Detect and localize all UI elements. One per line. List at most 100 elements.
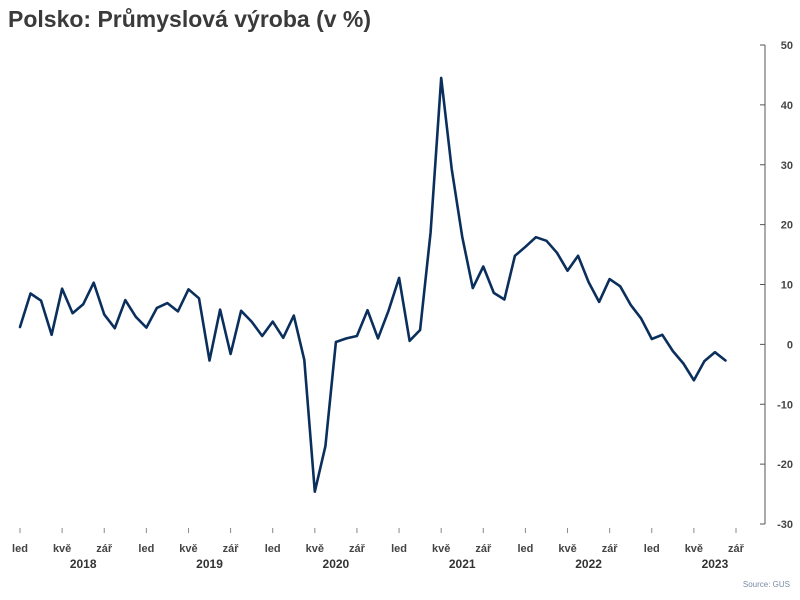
data-point [577, 255, 579, 257]
data-point [703, 360, 705, 362]
data-point [640, 317, 642, 319]
y-tick-label: -10 [777, 399, 793, 411]
data-point [324, 445, 326, 447]
data-point [124, 299, 126, 301]
x-tick-label: kvě [53, 543, 71, 555]
year-label: 2022 [575, 557, 602, 571]
year-label: 2018 [70, 557, 97, 571]
data-point [29, 292, 31, 294]
data-point [714, 351, 716, 353]
data-point [156, 307, 158, 309]
data-point [535, 236, 537, 238]
data-point [293, 314, 295, 316]
data-point [377, 337, 379, 339]
x-tick-label: led [12, 543, 28, 555]
data-point [545, 240, 547, 242]
data-point [461, 235, 463, 237]
y-tick-label: 50 [781, 40, 793, 52]
data-point [282, 337, 284, 339]
x-tick-label: kvě [432, 543, 450, 555]
data-point [240, 310, 242, 312]
data-point [314, 491, 316, 493]
data-point [419, 329, 421, 331]
year-label: 2021 [449, 557, 476, 571]
x-tick-label: led [517, 543, 533, 555]
data-point [398, 277, 400, 279]
data-point [598, 301, 600, 303]
data-point [630, 304, 632, 306]
chart-title: Polsko: Průmyslová výroba (v %) [8, 6, 372, 32]
plot-area [18, 76, 727, 493]
y-tick-label: 0 [787, 339, 793, 351]
data-point [619, 285, 621, 287]
data-point [166, 302, 168, 304]
data-point [472, 287, 474, 289]
data-point [198, 297, 200, 299]
y-tick-label: -30 [777, 519, 793, 531]
data-point [651, 338, 653, 340]
data-point [387, 310, 389, 312]
x-tick-label: zář [728, 543, 745, 555]
data-point [451, 168, 453, 170]
data-point [61, 288, 63, 290]
y-tick-label: -20 [777, 459, 793, 471]
x-tick-label: zář [223, 543, 240, 555]
axes: -30 -20 -10 0 10 20 30 40 50 led kvě zář led kvě zář le… [12, 40, 793, 571]
year-label: 2020 [323, 557, 350, 571]
data-point [303, 359, 305, 361]
data-point [50, 334, 52, 336]
y-tick-label: 30 [781, 160, 793, 172]
data-point [366, 309, 368, 311]
data-point [177, 310, 179, 312]
data-point [345, 337, 347, 339]
data-point [82, 303, 84, 305]
data-point [524, 246, 526, 248]
data-point [135, 316, 137, 318]
data-point [145, 326, 147, 328]
x-tick-label: kvě [179, 543, 197, 555]
data-point [693, 379, 695, 381]
data-point [608, 278, 610, 280]
year-label: 2019 [196, 557, 223, 571]
data-point [250, 320, 252, 322]
data-point [556, 252, 558, 254]
y-tick-label: 10 [781, 280, 793, 292]
x-tick-label: led [391, 543, 407, 555]
data-point [440, 77, 442, 79]
series-line [18, 76, 727, 493]
data-point [187, 288, 189, 290]
data-point [71, 312, 73, 314]
data-point [408, 340, 410, 342]
data-point [208, 359, 210, 361]
data-point [682, 362, 684, 364]
data-point [503, 298, 505, 300]
x-tick-label: led [138, 543, 154, 555]
data-point [482, 265, 484, 267]
data-point [587, 281, 589, 283]
data-point [672, 350, 674, 352]
x-tick-label: zář [349, 543, 366, 555]
data-point [114, 327, 116, 329]
data-point [40, 300, 42, 302]
data-point [19, 326, 21, 328]
data-point [93, 282, 95, 284]
data-point [429, 231, 431, 233]
data-point [261, 335, 263, 337]
data-point [219, 308, 221, 310]
data-point [356, 335, 358, 337]
data-point [493, 292, 495, 294]
x-tick-label: zář [96, 543, 113, 555]
data-point [661, 334, 663, 336]
data-point [335, 341, 337, 343]
year-label: 2023 [702, 557, 729, 571]
data-point [514, 255, 516, 257]
x-tick-label: zář [602, 543, 619, 555]
x-tick-label: kvě [685, 543, 703, 555]
x-tick-label: led [644, 543, 660, 555]
data-point [229, 353, 231, 355]
source-note: Source: GUS [743, 580, 790, 589]
x-tick-label: kvě [558, 543, 576, 555]
data-point [566, 270, 568, 272]
data-point [724, 359, 726, 361]
